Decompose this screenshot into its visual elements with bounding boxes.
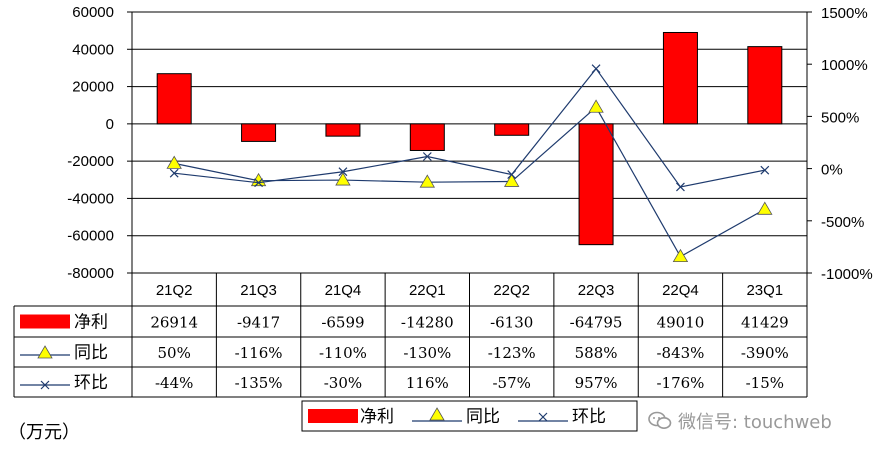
- table-cell: 116%: [406, 374, 449, 392]
- watermark-text: 微信号: touchweb: [678, 412, 832, 433]
- bar: [241, 123, 277, 142]
- line-series: [166, 64, 773, 263]
- table-cell: -64795: [570, 314, 623, 332]
- wechat-icon: [648, 411, 672, 429]
- table-cell: -30%: [324, 374, 362, 392]
- y-left-tick-label: 20000: [72, 79, 114, 96]
- table-cell: -176%: [656, 374, 704, 392]
- legend-key-bar: [308, 409, 358, 423]
- table-cell: 50%: [158, 344, 191, 362]
- table-cell: -15%: [746, 374, 784, 392]
- y-left-tick-label: -60000: [67, 228, 114, 245]
- y-right-tick-label: -1000%: [821, 266, 873, 283]
- bar: [494, 123, 530, 136]
- table-cell: 588%: [575, 344, 618, 362]
- y-right-tick-label: 500%: [821, 109, 859, 126]
- qoq-point: [422, 152, 432, 161]
- bar: [578, 123, 614, 246]
- table-cell: -843%: [656, 344, 704, 362]
- legend-label: 净利: [360, 407, 394, 427]
- bar: [747, 46, 783, 125]
- yoy-point: [757, 201, 773, 215]
- y-left-tick-label: 0: [106, 116, 114, 133]
- qoq-point: [338, 167, 348, 177]
- y-left-tick-label: 60000: [72, 4, 114, 21]
- yoy-point: [588, 99, 604, 113]
- x-tick-label: 21Q4: [325, 282, 362, 299]
- table-cell: 41429: [741, 314, 789, 332]
- bar-series-net-profit: [156, 31, 783, 246]
- qoq-point: [760, 165, 770, 175]
- unit-label: （万元）: [8, 422, 80, 443]
- qoq-point: [254, 178, 263, 188]
- x-tick-label: 23Q1: [746, 282, 783, 299]
- x-tick-label: 21Q2: [156, 282, 193, 299]
- yoy-point: [335, 172, 351, 186]
- legend-key-x: [538, 412, 548, 422]
- qoq-point: [169, 168, 179, 178]
- qoq-point: [676, 182, 685, 192]
- table-cell: 26914: [150, 314, 198, 332]
- axes: 60000 40000 20000 0 -20000 -40000 -60000 -80000…: [67, 4, 872, 283]
- x-tick-label: 22Q3: [578, 282, 615, 299]
- legend-label: 环比: [572, 407, 606, 427]
- table-cell: -6599: [321, 314, 364, 332]
- bar: [325, 123, 361, 137]
- plot-frame: [131, 11, 808, 274]
- table-cell: -44%: [155, 374, 193, 392]
- x-tick-label: 22Q4: [662, 282, 699, 299]
- table-cell: 49010: [657, 314, 705, 332]
- y-left-tick-label: 40000: [72, 41, 114, 58]
- table-cell: -116%: [235, 344, 283, 362]
- qoq-point: [507, 170, 517, 179]
- qoq-point: [591, 64, 601, 74]
- x-tick-label: 22Q1: [409, 282, 446, 299]
- table-cell: 957%: [575, 374, 618, 392]
- yoy-point: [503, 173, 520, 187]
- table-row-label: 同比: [74, 343, 108, 363]
- table-cell: -6130: [490, 314, 533, 332]
- table-cell: -123%: [488, 344, 536, 362]
- yoy-point: [672, 248, 689, 263]
- y-left-tick-label: -40000: [67, 190, 114, 207]
- legend-key-triangle: [429, 407, 445, 421]
- y-right-tick-label: -500%: [821, 214, 864, 231]
- x-tick-label: 21Q3: [240, 282, 277, 299]
- yoy-point: [166, 155, 182, 169]
- table-cell: -130%: [403, 344, 451, 362]
- yoy-point: [419, 174, 436, 188]
- table-cell: -9417: [237, 314, 280, 332]
- legend: 净利 同比 环比: [301, 400, 638, 432]
- table-cell: -135%: [235, 374, 283, 392]
- gridlines: [132, 48, 807, 237]
- bar: [409, 123, 445, 151]
- table-key-bar: [20, 314, 70, 329]
- table-cell: -390%: [741, 344, 789, 362]
- data-table: 21Q2 21Q3 21Q4 22Q1 22Q2 22Q3 22Q4 23Q1 净利 26914 -…: [13, 272, 808, 398]
- x-tick-label: 22Q2: [493, 282, 530, 299]
- legend-label: 同比: [466, 407, 500, 427]
- table-cell: -57%: [492, 374, 530, 392]
- table-key-triangle: [37, 345, 53, 359]
- table-row-label: 净利: [74, 313, 108, 333]
- bar: [156, 73, 192, 125]
- table-cell: -110%: [319, 344, 367, 362]
- y-right-tick-label: 0%: [821, 162, 843, 179]
- bar: [662, 31, 698, 125]
- table-cell: -14280: [401, 314, 454, 332]
- qoq-line: [174, 67, 765, 188]
- table-key-x: [40, 380, 50, 390]
- y-right-tick-label: 1000%: [821, 57, 868, 74]
- watermark: 微信号: touchweb: [648, 408, 832, 434]
- y-left-tick-label: -20000: [67, 153, 114, 170]
- table-row-label: 环比: [74, 373, 108, 393]
- y-left-tick-label: -80000: [67, 265, 114, 282]
- y-right-tick-label: 1500%: [821, 5, 868, 22]
